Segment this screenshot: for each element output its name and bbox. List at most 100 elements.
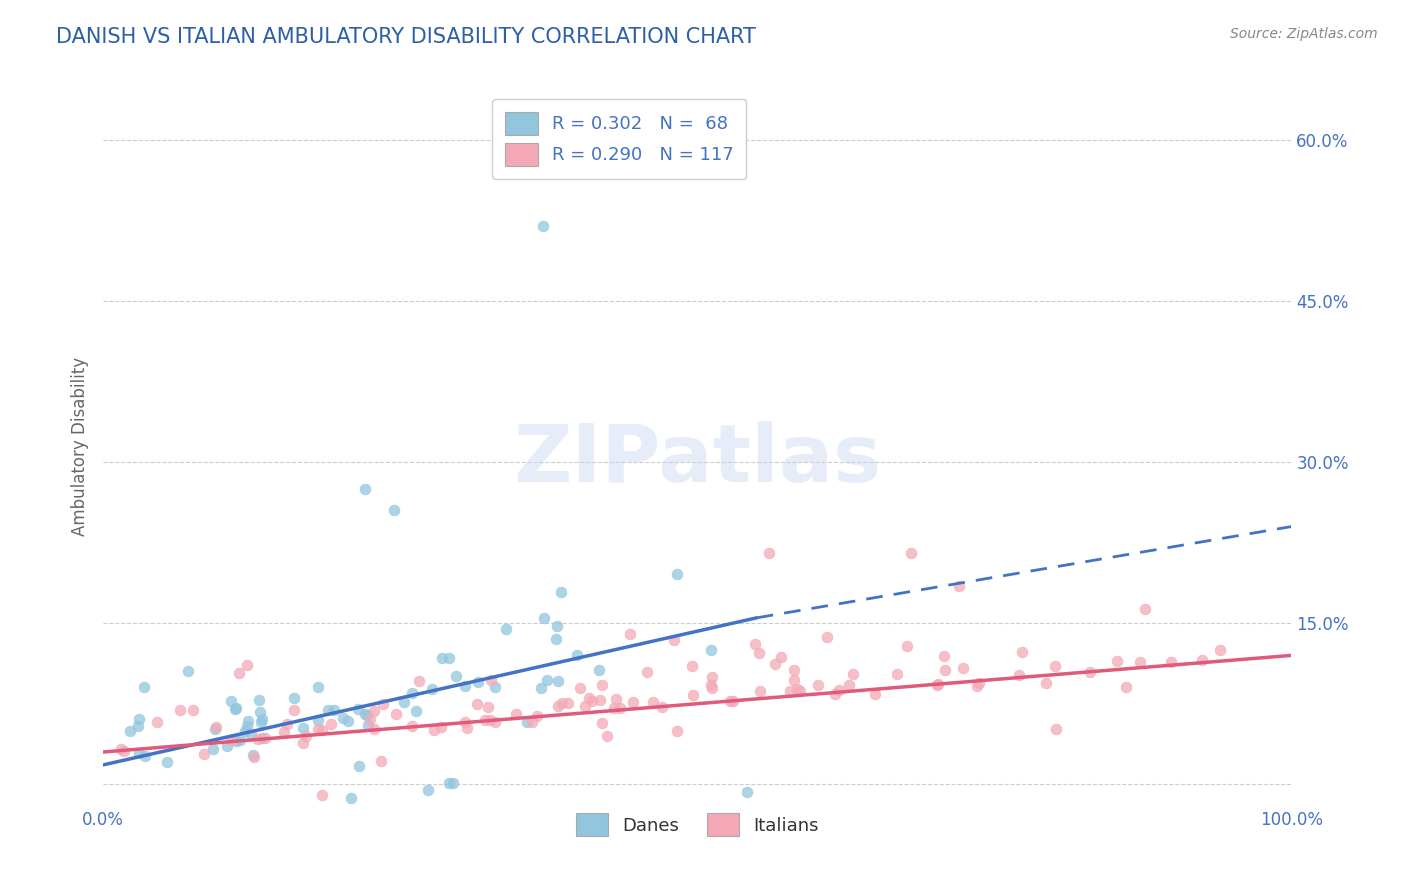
Point — [311, 788, 333, 802]
Point — [758, 546, 780, 560]
Point — [744, 637, 766, 651]
Point — [966, 679, 988, 693]
Point — [146, 715, 169, 730]
Point — [479, 673, 502, 688]
Point — [932, 648, 955, 663]
Point — [934, 664, 956, 678]
Point — [357, 718, 380, 732]
Point — [454, 679, 477, 693]
Point — [603, 701, 626, 715]
Point — [699, 642, 721, 657]
Point — [815, 631, 838, 645]
Point — [392, 695, 415, 709]
Point — [363, 723, 385, 737]
Point — [219, 732, 242, 747]
Point — [307, 714, 329, 728]
Point — [441, 775, 464, 789]
Point — [219, 694, 242, 708]
Point — [354, 707, 377, 722]
Point — [1045, 723, 1067, 737]
Legend: Danes, Italians: Danes, Italians — [568, 805, 827, 844]
Point — [700, 678, 723, 692]
Point — [621, 695, 644, 709]
Point — [307, 723, 329, 737]
Point — [120, 723, 142, 738]
Point — [636, 665, 658, 679]
Point — [322, 703, 344, 717]
Point — [927, 677, 949, 691]
Point — [432, 651, 454, 665]
Point — [294, 729, 316, 743]
Point — [967, 676, 990, 690]
Point — [370, 754, 392, 768]
Point — [737, 785, 759, 799]
Point — [591, 715, 613, 730]
Point — [401, 719, 423, 733]
Point — [477, 700, 499, 714]
Point — [550, 584, 572, 599]
Point — [591, 678, 613, 692]
Point — [359, 712, 381, 726]
Point — [177, 664, 200, 678]
Point — [243, 750, 266, 764]
Point — [250, 731, 273, 745]
Point — [474, 713, 496, 727]
Point — [292, 736, 315, 750]
Point — [382, 503, 405, 517]
Point — [1011, 645, 1033, 659]
Point — [233, 724, 256, 739]
Point — [748, 646, 770, 660]
Point — [842, 667, 865, 681]
Point — [896, 639, 918, 653]
Point — [128, 712, 150, 726]
Point — [250, 712, 273, 726]
Text: Source: ZipAtlas.com: Source: ZipAtlas.com — [1230, 27, 1378, 41]
Point — [1191, 653, 1213, 667]
Point — [347, 702, 370, 716]
Point — [465, 697, 488, 711]
Point — [596, 729, 619, 743]
Point — [307, 680, 329, 694]
Point — [249, 705, 271, 719]
Point — [505, 706, 527, 721]
Point — [547, 699, 569, 714]
Point — [193, 747, 215, 761]
Point — [1035, 676, 1057, 690]
Point — [531, 219, 554, 233]
Point — [249, 715, 271, 730]
Point — [838, 677, 860, 691]
Point — [609, 701, 631, 715]
Point — [718, 693, 741, 707]
Point — [952, 661, 974, 675]
Point — [371, 697, 394, 711]
Point — [1105, 654, 1128, 668]
Point — [1129, 655, 1152, 669]
Point — [536, 673, 558, 687]
Point — [723, 694, 745, 708]
Point — [589, 693, 612, 707]
Point — [948, 579, 970, 593]
Point — [408, 673, 430, 688]
Point — [863, 687, 886, 701]
Point — [405, 704, 427, 718]
Point — [454, 715, 477, 730]
Point — [246, 731, 269, 746]
Point — [1078, 665, 1101, 679]
Point — [204, 723, 226, 737]
Point — [456, 721, 478, 735]
Point — [156, 755, 179, 769]
Point — [339, 790, 361, 805]
Point — [700, 681, 723, 695]
Point — [1008, 668, 1031, 682]
Point — [283, 703, 305, 717]
Point — [385, 707, 408, 722]
Text: DANISH VS ITALIAN AMBULATORY DISABILITY CORRELATION CHART: DANISH VS ITALIAN AMBULATORY DISABILITY … — [56, 27, 756, 46]
Point — [824, 687, 846, 701]
Y-axis label: Ambulatory Disability: Ambulatory Disability — [72, 357, 89, 535]
Point — [557, 696, 579, 710]
Point — [665, 723, 688, 738]
Point — [495, 623, 517, 637]
Point — [765, 657, 787, 672]
Point — [533, 610, 555, 624]
Point — [807, 678, 830, 692]
